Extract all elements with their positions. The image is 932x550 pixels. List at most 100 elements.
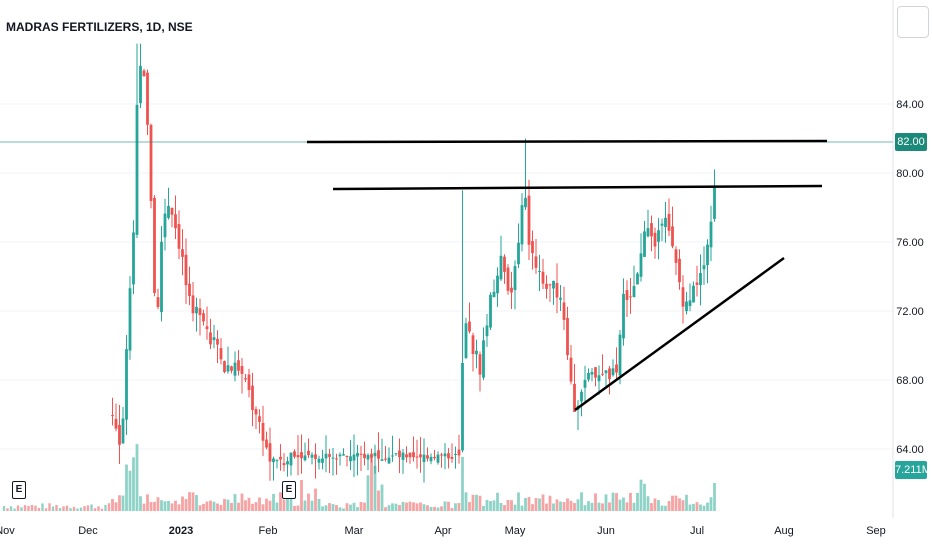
volume-bar — [692, 503, 695, 511]
earnings-marker[interactable]: E — [12, 481, 26, 499]
candle-body — [342, 454, 345, 456]
last-price-tag: 82.00 — [895, 133, 927, 151]
candle-body — [587, 372, 590, 380]
volume-bar — [300, 479, 303, 511]
volume-bar — [604, 494, 608, 511]
x-tick-label: Jul — [690, 525, 704, 537]
candle-body — [352, 454, 356, 461]
candle-body — [440, 454, 443, 456]
candle-body — [230, 366, 233, 371]
volume-bar — [391, 503, 394, 511]
volume-bar — [6, 508, 9, 511]
x-tick-label: Jun — [597, 525, 615, 537]
volume-bar — [328, 503, 331, 511]
candle-body — [499, 255, 503, 280]
candle-body — [181, 249, 184, 257]
volume-bar — [142, 503, 146, 511]
candle-body — [419, 454, 422, 458]
volume-bar — [471, 494, 475, 511]
candle-body — [639, 253, 643, 277]
candle-body — [321, 458, 324, 463]
candle-body — [538, 270, 541, 272]
volume-bar — [289, 499, 293, 511]
volume-bar — [639, 479, 643, 511]
candle-body — [531, 241, 534, 254]
volume-bar — [461, 456, 464, 511]
volume-bar — [527, 497, 531, 511]
candle-body — [496, 275, 499, 294]
candle-body — [146, 72, 149, 125]
candle-body — [534, 256, 538, 268]
candle-body — [636, 273, 639, 285]
volume-bar — [310, 500, 314, 511]
volume-bar — [615, 493, 618, 511]
candle-body — [142, 70, 146, 77]
volume-bar — [240, 493, 244, 511]
volume-bar — [580, 492, 583, 511]
candle-body — [121, 418, 125, 444]
candle-body — [226, 365, 230, 372]
earnings-marker[interactable]: E — [282, 481, 296, 499]
candle-body — [450, 456, 454, 459]
candle-body — [415, 456, 419, 458]
volume-bar — [363, 502, 366, 511]
price-axis[interactable]: 84.00 80.00 76.00 72.00 68.00 64.00 — [896, 99, 924, 456]
candle-body — [268, 443, 272, 462]
resistance-line-upper[interactable] — [306, 139, 828, 144]
volume-bar — [111, 499, 114, 511]
volume-bar — [555, 499, 559, 511]
candle-body — [492, 291, 496, 298]
candle-body — [650, 223, 653, 237]
volume-bar — [160, 500, 163, 511]
candle-body — [363, 453, 366, 459]
candle-body — [629, 296, 632, 298]
volume-tag: 7.211M — [895, 461, 931, 479]
candle-body — [300, 452, 303, 459]
candle-body — [506, 267, 510, 291]
volume-bar — [359, 502, 363, 511]
volume-bar — [636, 493, 639, 511]
candle-body — [307, 450, 310, 455]
volume-bar — [408, 501, 412, 511]
candle-body — [184, 254, 188, 286]
candle-body — [205, 326, 209, 330]
volume-bar — [303, 500, 307, 511]
time-axis[interactable]: Nov Dec 2023 Feb Mar Apr May Jun Jul Aug Sep — [0, 525, 886, 537]
chart-settings-button[interactable] — [897, 6, 929, 38]
volume-bar — [485, 499, 489, 511]
candle-body — [258, 416, 261, 422]
candle-body — [254, 409, 258, 415]
volume-bar — [422, 504, 426, 511]
volume-bar — [373, 465, 377, 511]
volume-bar — [569, 500, 573, 511]
volume-bar — [181, 496, 184, 511]
candle-body — [265, 439, 268, 448]
volume-bar — [247, 497, 251, 511]
candle-body — [237, 360, 240, 371]
volume-bar — [132, 457, 135, 511]
volume-bar — [513, 504, 517, 511]
volume-bar — [237, 502, 240, 511]
volume-bar — [86, 505, 90, 511]
candle-body — [247, 374, 251, 391]
candle-body — [457, 449, 461, 456]
candle-body — [643, 231, 646, 257]
candle-body — [191, 295, 195, 314]
candle-body — [174, 214, 177, 229]
candle-body — [272, 458, 275, 463]
x-tick-label: Feb — [259, 525, 278, 537]
volume-bar — [695, 502, 699, 511]
volume-bar — [646, 496, 650, 511]
volume-bar — [370, 456, 373, 511]
volume-bar — [191, 492, 195, 511]
volume-bar — [702, 505, 706, 511]
volume-bar — [541, 494, 545, 511]
candle-body — [345, 455, 349, 457]
candle-body — [314, 454, 317, 459]
resistance-line-lower[interactable] — [332, 184, 823, 191]
volume-bar — [706, 502, 709, 511]
y-tick-label: 84.00 — [896, 99, 924, 111]
volume-bar — [261, 504, 265, 511]
rising-trendline[interactable] — [574, 256, 785, 412]
